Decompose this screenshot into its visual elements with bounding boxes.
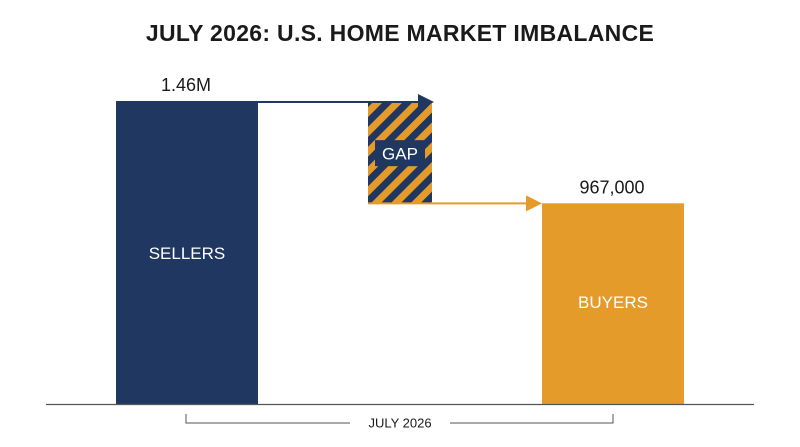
category-label-buyers: BUYERS (578, 293, 648, 312)
category-label-sellers: SELLERS (149, 244, 226, 263)
data-label-buyers: 967,000 (579, 177, 644, 197)
gap-label: GAP (382, 145, 418, 164)
period-label-background (350, 414, 450, 432)
period-label: JULY 2026 (368, 415, 431, 430)
data-label-sellers: 1.46M (161, 75, 211, 95)
bar-buyers (542, 203, 684, 404)
bar-sellers (116, 101, 258, 404)
chart-title: JULY 2026: U.S. HOME MARKET IMBALANCE (145, 20, 655, 46)
gap-label-box (375, 140, 425, 167)
